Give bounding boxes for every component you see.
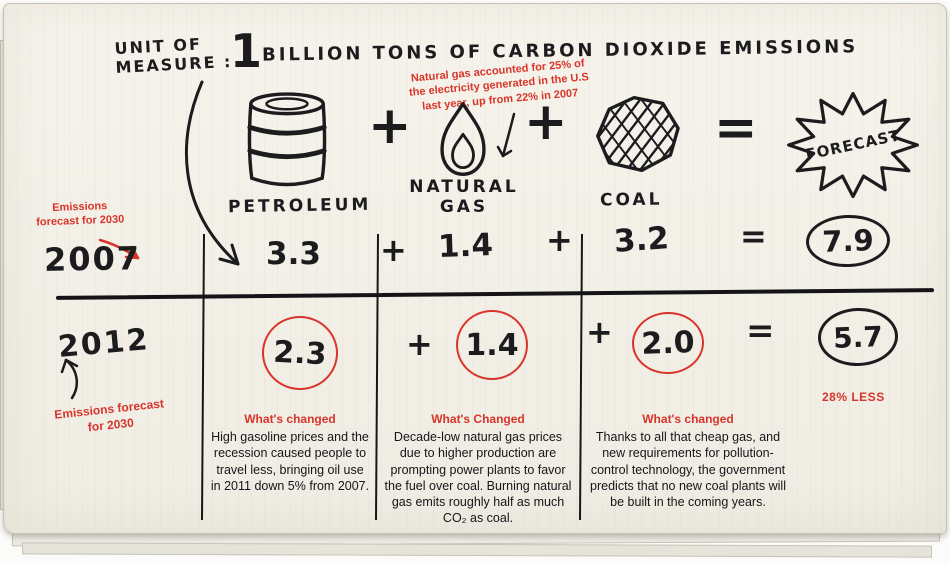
equals-2007: = — [740, 217, 767, 255]
gas-note-arrow-icon — [496, 112, 516, 158]
equals-2012: = — [746, 311, 775, 351]
total-2012-value: 5.7 — [832, 319, 884, 355]
whats-changed-col-gas: What's Changed Decade-low natural gas pr… — [382, 412, 574, 527]
unit-of-measure-label: UNIT OF MEASURE : — [114, 33, 233, 78]
whats-changed-col-petroleum: What's changed High gasoline prices and … — [210, 412, 370, 494]
equals-icon-top: = — [714, 98, 758, 158]
measure-to-row-arrow-icon — [184, 80, 240, 266]
petroleum-barrel-icon — [243, 90, 331, 197]
value-2012-petroleum: 2.3 — [272, 334, 328, 372]
year-2007-label: 2007 — [43, 239, 142, 279]
whats-changed-body-2: Decade-low natural gas prices due to hig… — [384, 430, 572, 526]
value-2007-gas: 1.4 — [437, 227, 494, 265]
napkin-background — [3, 3, 947, 534]
coal-lump-icon — [586, 90, 686, 183]
emissions-2030-top-arrow-icon — [98, 238, 140, 260]
whats-changed-col-coal: What's changed Thanks to all that cheap … — [590, 412, 786, 510]
plus-2007-1: + — [380, 231, 407, 269]
value-2007-petroleum: 3.3 — [266, 236, 321, 272]
plus-2012-1: + — [406, 325, 433, 363]
value-2012-coal: 2.0 — [640, 324, 696, 362]
stacked-sheet-2 — [21, 542, 933, 558]
natural-gas-label: NATURAL GAS — [408, 177, 520, 217]
whats-changed-body-3: Thanks to all that cheap gas, and new re… — [590, 430, 786, 509]
natural-gas-flame-icon — [432, 100, 494, 185]
whats-changed-heading-2: What's Changed — [431, 412, 525, 426]
unit-number: 1 — [230, 24, 263, 78]
coal-label: COAL — [599, 189, 663, 211]
whats-changed-heading-3: What's changed — [642, 412, 734, 426]
total-2007-value: 7.9 — [821, 223, 875, 259]
whats-changed-body-1: High gasoline prices and the recession c… — [210, 430, 370, 493]
emissions-2030-bottom-arrow-icon — [60, 358, 79, 400]
less-label: 28% LESS — [822, 390, 885, 404]
value-2007-coal: 3.2 — [612, 220, 671, 260]
natural-gas-label-line2: GAS — [439, 196, 489, 217]
forecast-burst-icon: FORECAST — [782, 86, 924, 204]
plus-2012-2: + — [586, 313, 613, 351]
whats-changed-heading-1: What's changed — [244, 412, 336, 426]
plus-2007-2: + — [546, 221, 573, 259]
value-2012-gas: 1.4 — [465, 327, 519, 363]
value-2012-gas-circle: 1.4 — [456, 310, 528, 380]
plus-icon-top-2: + — [524, 92, 568, 152]
emissions-2030-note-top: Emissions forecast for 2030 — [20, 198, 141, 231]
natural-gas-label-line1: NATURAL — [409, 177, 519, 197]
plus-icon-top-1: + — [368, 96, 412, 156]
